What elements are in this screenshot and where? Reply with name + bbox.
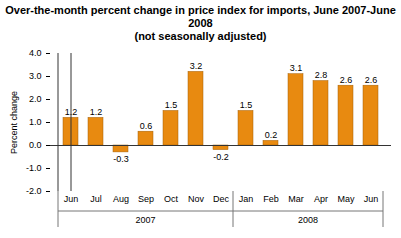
svg-text:Jun: Jun (364, 194, 379, 204)
svg-text:Jul: Jul (90, 194, 102, 204)
svg-text:Apr: Apr (314, 194, 328, 204)
svg-text:Jun: Jun (64, 194, 79, 204)
svg-text:3.2: 3.2 (190, 61, 203, 71)
svg-text:0.2: 0.2 (265, 130, 278, 140)
svg-text:0.0: 0.0 (29, 140, 42, 150)
svg-text:1.2: 1.2 (90, 107, 103, 117)
svg-text:4.0: 4.0 (29, 48, 42, 58)
svg-text:-2.0: -2.0 (26, 186, 42, 196)
svg-text:1.2: 1.2 (65, 107, 78, 117)
svg-text:1.5: 1.5 (165, 100, 178, 110)
svg-text:2008: 2008 (298, 215, 318, 225)
svg-text:2.6: 2.6 (340, 75, 353, 85)
svg-text:-0.3: -0.3 (113, 154, 129, 164)
svg-text:Dec: Dec (213, 194, 230, 204)
svg-text:May: May (337, 194, 355, 204)
svg-text:2007: 2007 (135, 215, 155, 225)
svg-text:2.0: 2.0 (29, 94, 42, 104)
svg-text:Sep: Sep (138, 194, 154, 204)
svg-text:3.1: 3.1 (290, 63, 303, 73)
svg-text:Aug: Aug (113, 194, 129, 204)
svg-text:3.0: 3.0 (29, 71, 42, 81)
svg-text:-1.0: -1.0 (26, 163, 42, 173)
svg-text:Nov: Nov (188, 194, 205, 204)
svg-text:1.0: 1.0 (29, 117, 42, 127)
svg-text:2.6: 2.6 (365, 75, 378, 85)
svg-text:Jan: Jan (239, 194, 254, 204)
svg-text:Oct: Oct (164, 194, 179, 204)
svg-text:2.8: 2.8 (315, 70, 328, 80)
svg-text:Mar: Mar (288, 194, 304, 204)
html-text:(not seasonally adjusted): (not seasonally adjusted) (134, 30, 267, 42)
svg-text:0.6: 0.6 (140, 121, 153, 131)
svg-text:Feb: Feb (263, 194, 279, 204)
svg-text:-0.2: -0.2 (213, 152, 229, 162)
svg-text:1.5: 1.5 (240, 100, 253, 110)
html-text:Over-the-month percent change: Over-the-month percent change in price i… (5, 4, 396, 29)
svg-text:Percent change: Percent change (9, 91, 19, 154)
